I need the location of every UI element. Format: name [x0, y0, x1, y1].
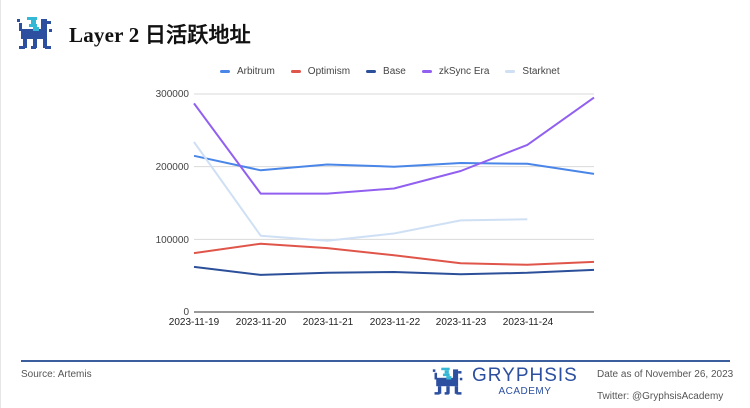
y-tick-label: 300000 [156, 89, 190, 100]
series-line-starknet[interactable] [193, 141, 528, 242]
x-axis-ticks: 2023-11-19 2023-11-20 2023-11-21 2023-11… [169, 317, 554, 328]
series-line-base[interactable] [193, 265, 595, 276]
header: Layer 2 日活跃地址 [15, 14, 251, 54]
legend-label: zkSync Era [438, 66, 490, 77]
chart-series [193, 96, 595, 276]
legend-item-zksync-era[interactable]: zkSync Era [421, 66, 490, 77]
twitter-handle: Twitter: @GryphsisAcademy [597, 391, 724, 402]
chart-legend: Arbitrum Optimism Base zkSync Era Starkn… [220, 66, 576, 77]
legend-label: Starknet [522, 66, 560, 77]
x-tick-label: 2023-11-21 [303, 317, 354, 328]
legend-swatch-icon [220, 70, 230, 73]
page-title: Layer 2 日活跃地址 [69, 23, 251, 47]
y-tick-label: 200000 [156, 162, 190, 173]
legend-label: Optimism [307, 66, 351, 77]
y-axis-ticks: 0 100000 200000 300000 [156, 89, 190, 318]
legend-item-starknet[interactable]: Starknet [505, 66, 560, 77]
legend-item-arbitrum[interactable]: Arbitrum [220, 66, 275, 77]
gryphsis-logo-icon [432, 367, 463, 395]
y-tick-label: 100000 [156, 235, 190, 246]
gryphsis-logo-icon [17, 17, 52, 49]
brand-name: GRYPHSIS [472, 365, 578, 386]
legend-item-base[interactable]: Base [366, 66, 406, 77]
legend-swatch-icon [290, 70, 301, 73]
legend-swatch-icon [366, 70, 377, 73]
brand-wordmark: GRYPHSIS ACADEMY [472, 366, 578, 398]
source-note: Source: Artemis [21, 369, 92, 380]
legend-item-optimism[interactable]: Optimism [290, 66, 351, 77]
y-tick-label: 0 [183, 307, 189, 318]
brand-block: GRYPHSIS ACADEMY [431, 366, 578, 398]
legend-swatch-icon [505, 70, 516, 73]
x-tick-label: 2023-11-23 [436, 317, 487, 328]
footer-divider [21, 360, 730, 362]
legend-label: Arbitrum [237, 66, 275, 77]
x-tick-label: 2023-11-20 [236, 317, 287, 328]
series-line-optimism[interactable] [193, 242, 595, 266]
x-tick-label: 2023-11-24 [503, 317, 554, 328]
legend-swatch-icon [421, 70, 432, 73]
legend-label: Base [383, 66, 406, 77]
chart-gridlines [194, 93, 594, 313]
line-chart: 0 100000 200000 300000 2023-11-19 2023-1… [156, 89, 595, 328]
data-date: Date as of November 26, 2023 [597, 369, 734, 380]
x-tick-label: 2023-11-19 [169, 317, 220, 328]
x-tick-label: 2023-11-22 [370, 317, 421, 328]
series-line-arbitrum[interactable] [193, 154, 595, 175]
series-line-zksync-era[interactable] [193, 96, 595, 195]
brand-subtitle: ACADEMY [498, 386, 552, 397]
